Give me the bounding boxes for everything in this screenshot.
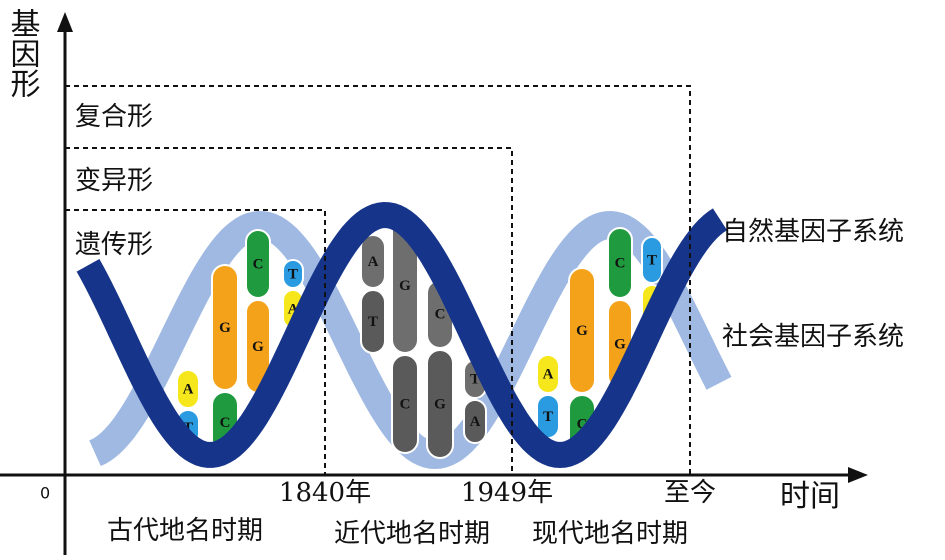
base-letter: T: [368, 314, 378, 330]
period-label: 现代地名时期: [532, 519, 688, 549]
base-letter: A: [470, 414, 481, 430]
base-letter: C: [220, 415, 231, 431]
base: [211, 264, 239, 391]
base: [245, 229, 271, 299]
base: [463, 399, 487, 444]
level-box: [65, 85, 691, 475]
base-letter: G: [252, 339, 264, 355]
base-letter: C: [435, 306, 446, 322]
base-letter: T: [470, 371, 480, 387]
level-box: [65, 209, 326, 475]
base: [391, 354, 419, 454]
level-box: [65, 147, 513, 475]
base-letter: A: [183, 381, 194, 397]
level-label: 复合形: [75, 102, 153, 132]
x-axis-label: 时间: [780, 479, 840, 514]
base: [536, 354, 560, 394]
period-label: 古代地名时期: [107, 516, 263, 546]
base-letter: G: [434, 396, 446, 412]
base: [282, 259, 304, 289]
origin-label: 0: [40, 484, 50, 503]
y-axis-arrow: [57, 12, 73, 32]
time-mark: 至今: [664, 478, 716, 508]
base-letter: A: [543, 366, 554, 382]
x-axis-arrow: [848, 467, 868, 483]
base: [568, 267, 596, 394]
y-axis-label: 基因形: [5, 8, 40, 98]
base: [426, 349, 454, 459]
base-letter: A: [288, 301, 299, 317]
dark-strand: [76, 201, 728, 469]
base: [360, 234, 386, 289]
time-mark: 1840年: [279, 478, 371, 508]
base-letter: T: [543, 409, 553, 425]
base-letter: A: [368, 254, 379, 270]
base-letter: T: [647, 252, 657, 268]
base: [176, 369, 200, 409]
base-letter: G: [576, 323, 588, 339]
base-letter: G: [219, 320, 231, 336]
base: [641, 236, 663, 284]
time-mark: 1949年: [461, 478, 553, 508]
strand-label: 社会基因子系统: [722, 322, 904, 352]
level-label: 变异形: [75, 166, 153, 196]
base: [607, 227, 633, 299]
level-label: 遗传形: [75, 230, 153, 260]
base-letter: C: [577, 416, 588, 432]
base-letter: G: [614, 336, 626, 352]
period-label: 近代地名时期: [334, 519, 490, 549]
base: [360, 289, 386, 354]
base-letter: C: [400, 396, 411, 412]
strand-label: 自然基因子系统: [722, 217, 904, 247]
base-letter: G: [399, 278, 411, 294]
base-letter: C: [253, 256, 264, 272]
base-letter: C: [615, 255, 626, 271]
base-letter: T: [288, 266, 298, 282]
